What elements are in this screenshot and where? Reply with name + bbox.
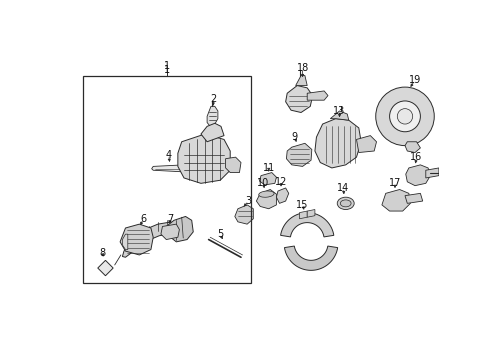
Text: 1: 1 <box>163 65 170 75</box>
Polygon shape <box>161 224 179 239</box>
Text: 16: 16 <box>409 152 422 162</box>
Polygon shape <box>285 86 312 112</box>
Polygon shape <box>306 210 314 217</box>
Polygon shape <box>299 211 306 219</box>
Text: 19: 19 <box>408 75 420 85</box>
Text: 6: 6 <box>140 214 146 224</box>
Text: 18: 18 <box>296 63 308 73</box>
Polygon shape <box>381 189 409 211</box>
Text: 5: 5 <box>217 229 223 239</box>
Polygon shape <box>234 205 253 224</box>
Polygon shape <box>276 188 288 203</box>
Text: 15: 15 <box>296 200 308 210</box>
Text: 7: 7 <box>167 214 173 224</box>
Polygon shape <box>356 136 376 153</box>
Text: 12: 12 <box>274 177 286 187</box>
Polygon shape <box>166 216 193 242</box>
Circle shape <box>396 109 412 124</box>
Polygon shape <box>201 123 224 142</box>
Polygon shape <box>280 213 333 237</box>
Polygon shape <box>314 119 360 168</box>
Bar <box>83 76 250 283</box>
Text: 9: 9 <box>291 132 297 142</box>
Circle shape <box>389 101 420 132</box>
Ellipse shape <box>340 200 350 207</box>
Circle shape <box>375 87 433 145</box>
Text: 13: 13 <box>333 106 345 116</box>
Polygon shape <box>425 168 438 178</box>
Polygon shape <box>151 165 185 172</box>
Polygon shape <box>404 193 422 203</box>
Polygon shape <box>295 76 306 86</box>
Text: 8: 8 <box>99 248 105 258</box>
Text: 10: 10 <box>257 178 269 188</box>
Text: 14: 14 <box>337 183 349 193</box>
Text: 11: 11 <box>262 163 274 173</box>
Polygon shape <box>120 224 153 255</box>
Text: 3: 3 <box>245 196 251 206</box>
Polygon shape <box>259 172 276 185</box>
Polygon shape <box>207 106 218 126</box>
Polygon shape <box>256 189 276 209</box>
Polygon shape <box>284 246 337 270</box>
Polygon shape <box>306 91 327 100</box>
Polygon shape <box>225 157 241 172</box>
Polygon shape <box>122 234 127 249</box>
Polygon shape <box>122 222 185 257</box>
Polygon shape <box>404 142 420 153</box>
Polygon shape <box>98 260 113 276</box>
Polygon shape <box>329 111 348 120</box>
Polygon shape <box>286 143 311 166</box>
Polygon shape <box>405 165 429 186</box>
Text: 17: 17 <box>388 178 400 188</box>
Text: 2: 2 <box>210 94 216 104</box>
Ellipse shape <box>337 197 353 210</box>
Polygon shape <box>178 134 230 183</box>
Text: 1: 1 <box>163 61 170 71</box>
Text: 4: 4 <box>165 150 171 160</box>
Ellipse shape <box>258 191 273 197</box>
